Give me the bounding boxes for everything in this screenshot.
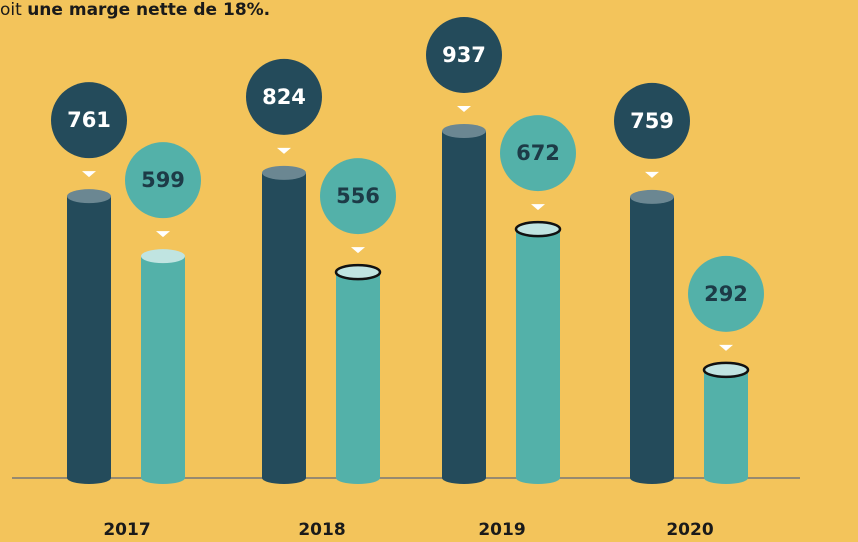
bar-body: [516, 229, 560, 484]
bar-top: [702, 361, 750, 379]
bar-body: [67, 196, 111, 484]
value-label: 761: [67, 108, 111, 132]
value-label: 824: [262, 85, 306, 109]
pointer: [719, 344, 733, 351]
bar-body: [141, 256, 185, 484]
value-label: 937: [442, 43, 486, 67]
value-bubble: [614, 82, 690, 159]
bar-top: [67, 189, 111, 204]
bar: [67, 189, 111, 484]
value-label: 292: [704, 282, 748, 306]
bar: [262, 165, 306, 484]
value-label: 556: [336, 184, 380, 208]
value-label: 672: [516, 141, 560, 165]
value-bubble: [500, 115, 576, 192]
value-label: 599: [141, 168, 185, 192]
value-bubble: [426, 17, 502, 93]
value-bubble: [125, 142, 201, 219]
bar-top: [442, 124, 486, 138]
bar: [442, 124, 486, 484]
bar-body: [704, 369, 748, 484]
bar-top: [262, 165, 306, 180]
bar: [334, 263, 382, 484]
x-tick-label: 2017: [103, 520, 150, 540]
bar-body: [630, 196, 674, 484]
pointer: [156, 231, 170, 238]
x-tick-label: 2020: [666, 520, 713, 540]
pointer: [457, 106, 471, 112]
bar-top: [334, 263, 382, 281]
intro-prefix: oit: [0, 0, 27, 20]
value-label: 759: [630, 109, 674, 133]
pointer: [277, 147, 291, 154]
bar-body: [336, 272, 380, 484]
x-tick-label: 2018: [298, 520, 345, 540]
bar-top: [141, 249, 185, 264]
bar: [141, 249, 185, 484]
bar: [702, 361, 750, 484]
intro-bold: une marge nette de 18%.: [27, 0, 270, 20]
bar-top: [630, 189, 674, 204]
bar-body: [262, 172, 306, 484]
x-tick-label: 2019: [478, 520, 525, 540]
bar-body: [442, 131, 486, 484]
value-bubble: [51, 82, 127, 159]
value-bubble: [246, 58, 322, 135]
bar: [514, 220, 562, 484]
pointer: [351, 247, 365, 254]
value-bubble: [320, 158, 396, 235]
pointer: [531, 204, 545, 211]
pointer: [645, 171, 659, 178]
value-bubble: [688, 255, 764, 332]
intro-text: oit une marge nette de 18%.: [0, 0, 270, 20]
pointer: [82, 171, 96, 178]
bar: [630, 189, 674, 484]
bar-top: [514, 220, 562, 238]
